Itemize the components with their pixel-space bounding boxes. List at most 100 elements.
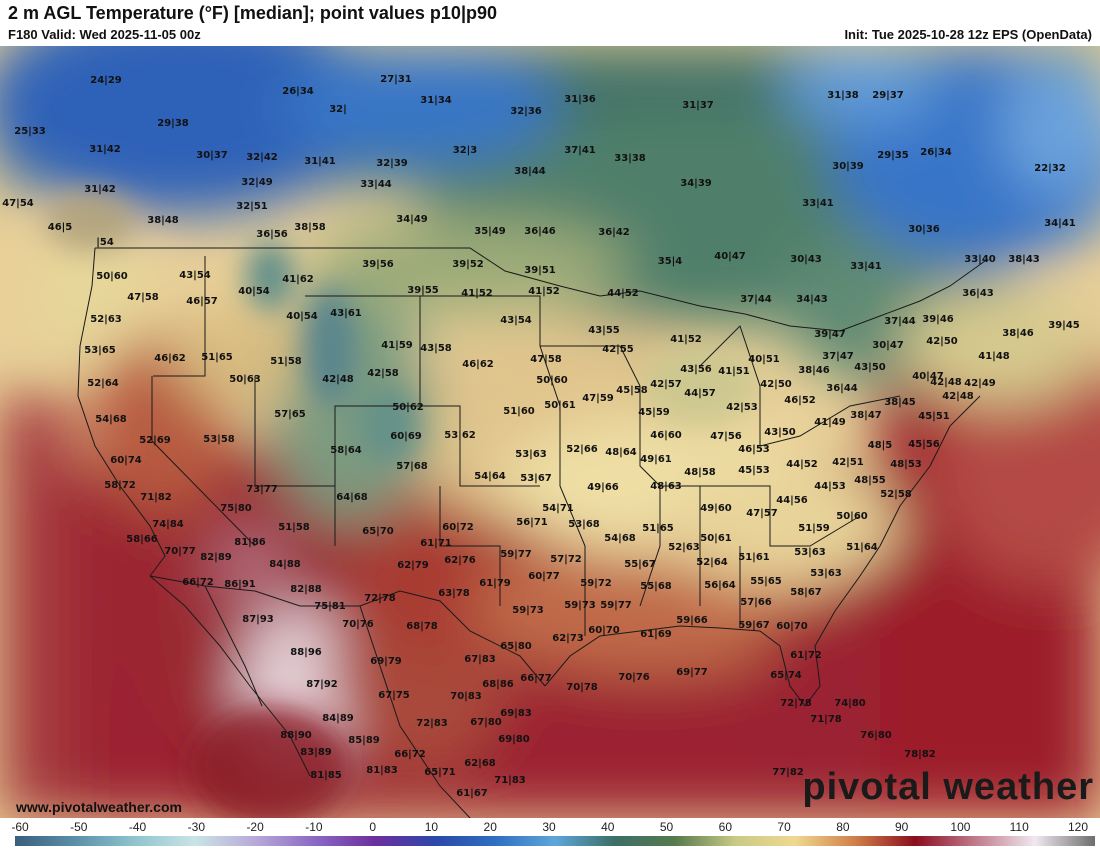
point-value: 54|64 — [474, 471, 506, 482]
point-value: 30|39 — [832, 161, 864, 172]
point-value: 39|46 — [922, 314, 954, 325]
point-value: 59|66 — [676, 615, 708, 626]
colorbar-tick: 30 — [542, 820, 556, 834]
point-value: 67|80 — [470, 717, 502, 728]
point-value: 33|44 — [360, 179, 392, 190]
point-value: 82|88 — [290, 584, 322, 595]
point-value: 61|72 — [790, 650, 822, 661]
point-value: 32|39 — [376, 158, 408, 169]
point-value: 49|61 — [640, 454, 672, 465]
point-value: 46|62 — [154, 353, 186, 364]
point-value: 51|65 — [642, 523, 674, 534]
point-value: 32|3 — [452, 145, 478, 156]
point-value: 34|43 — [796, 294, 828, 305]
point-value: 68|86 — [482, 679, 514, 690]
point-value: 40|51 — [748, 354, 780, 365]
point-value: 45|51 — [918, 411, 950, 422]
point-value: 65|80 — [500, 641, 532, 652]
colorbar-tick: 70 — [777, 820, 791, 834]
point-value: 52|64 — [696, 557, 728, 568]
colorbar-tick: 0 — [369, 820, 376, 834]
point-value: 41|51 — [718, 366, 750, 377]
point-value: 25|33 — [14, 126, 46, 137]
point-value: 44|52 — [786, 459, 818, 470]
point-value: 60|70 — [588, 625, 620, 636]
point-value: 32|49 — [241, 177, 273, 188]
point-value: 42|48 — [322, 374, 354, 385]
point-value: 42|55 — [602, 344, 634, 355]
point-value: 43|50 — [764, 427, 796, 438]
temperature-map: 24|29 26|34 27|31 31|34 32|36 31|36 31|37 31|38… — [0, 46, 1100, 818]
point-value: 46|5 — [47, 222, 73, 233]
point-value: 70|78 — [566, 682, 598, 693]
point-value: 45|58 — [616, 385, 648, 396]
point-value: 46|53 — [738, 444, 770, 455]
point-value: 84|89 — [322, 713, 354, 724]
point-value: 72|78 — [364, 593, 396, 604]
point-value: 57|65 — [274, 409, 306, 420]
point-value: 60|69 — [390, 431, 422, 442]
point-value: 53|67 — [520, 473, 552, 484]
point-value: 72|83 — [416, 718, 448, 729]
point-value: 34|41 — [1044, 218, 1076, 229]
point-value: 88|96 — [290, 647, 322, 658]
point-value: 50|61 — [700, 533, 732, 544]
point-value: 63|78 — [438, 588, 470, 599]
point-value: 46|60 — [650, 430, 682, 441]
point-value: 24|29 — [90, 75, 122, 86]
point-value: 61|79 — [479, 578, 511, 589]
colorbar-tick: 40 — [601, 820, 615, 834]
colorbar-tick: -60 — [11, 820, 29, 834]
point-value: 53|58 — [203, 434, 235, 445]
point-value: 50|62 — [392, 402, 424, 413]
point-value: 52|63 — [668, 542, 700, 553]
point-value: |54 — [96, 237, 114, 248]
point-value: 58|66 — [126, 534, 158, 545]
point-value: 69|83 — [500, 708, 532, 719]
point-value: 30|37 — [196, 150, 228, 161]
point-value: 29|38 — [157, 118, 189, 129]
point-value: 56|71 — [516, 517, 548, 528]
point-value: 47|56 — [710, 431, 742, 442]
point-value: 55|65 — [750, 576, 782, 587]
point-value: 66|72 — [394, 749, 426, 760]
point-value: 64|68 — [336, 492, 368, 503]
point-value: 53|63 — [515, 449, 547, 460]
point-value: 86|91 — [224, 579, 256, 590]
point-value: 50|60 — [536, 375, 568, 386]
point-value: 47|58 — [530, 354, 562, 365]
point-value: 26|34 — [920, 147, 952, 158]
point-value: 65|74 — [770, 670, 802, 681]
point-value: 32|42 — [246, 152, 278, 163]
point-value: 39|45 — [1048, 320, 1080, 331]
colorbar-tick: -40 — [128, 820, 147, 834]
point-value: 48|55 — [854, 475, 886, 486]
point-value: 43|61 — [330, 308, 362, 319]
point-value: 71|78 — [810, 714, 842, 725]
point-value: 65|70 — [362, 526, 394, 537]
point-value: 67|83 — [464, 654, 496, 665]
point-value: 36|43 — [962, 288, 994, 299]
point-value: 66|77 — [520, 673, 552, 684]
point-value: 31|41 — [304, 156, 336, 167]
point-value: 87|92 — [306, 679, 338, 690]
point-value: 39|47 — [814, 329, 846, 340]
point-value: 76|80 — [860, 730, 892, 741]
init-time: Init: Tue 2025-10-28 12z EPS (OpenData) — [844, 27, 1092, 42]
point-value: 61|69 — [640, 629, 672, 640]
point-value: 81|85 — [310, 770, 342, 781]
point-value: 60|77 — [528, 571, 560, 582]
point-value: 69|80 — [498, 734, 530, 745]
point-value: 52|69 — [139, 435, 171, 446]
point-value: 32|51 — [236, 201, 268, 212]
point-value: 66|72 — [182, 577, 214, 588]
colorbar-tick: -30 — [187, 820, 205, 834]
point-value: 50|60 — [836, 511, 868, 522]
point-value: 59|77 — [600, 600, 632, 611]
point-value: 74|84 — [152, 519, 184, 530]
colorbar-tick: 110 — [1009, 820, 1029, 834]
point-value: 54|68 — [604, 533, 636, 544]
point-value: 31|42 — [84, 184, 116, 195]
point-value: 51|61 — [738, 552, 770, 563]
point-value: 33|41 — [802, 198, 834, 209]
